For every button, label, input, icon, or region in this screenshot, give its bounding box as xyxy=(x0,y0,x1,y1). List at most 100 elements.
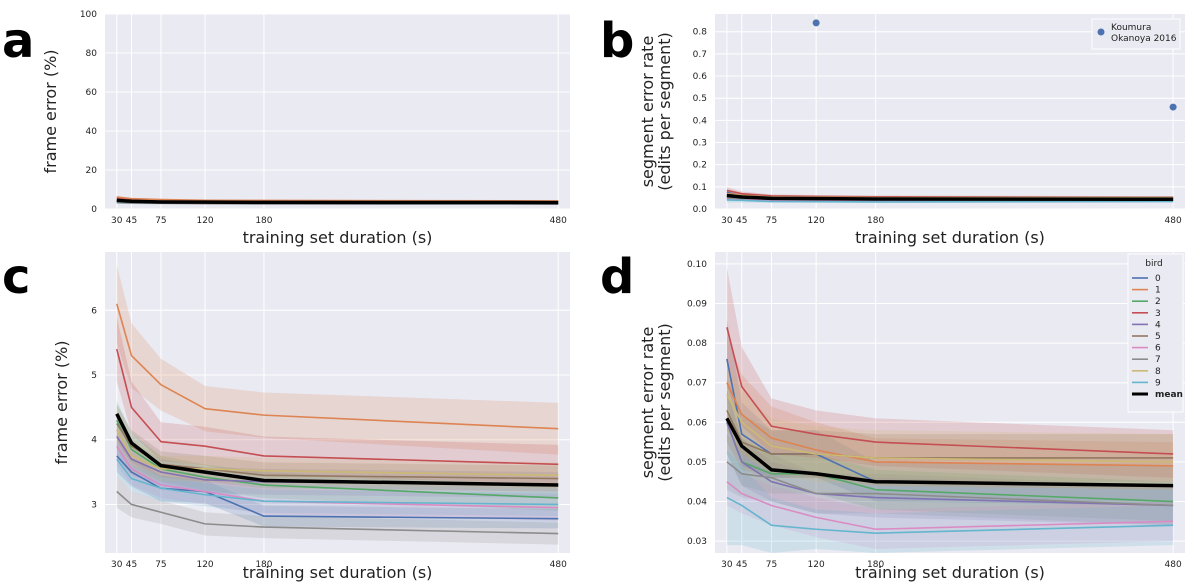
y-tick-label: 0.08 xyxy=(687,339,707,349)
panel-a: 30 45 75 120 180 480 0 20 40 60 80 100 training set … xyxy=(2,10,570,247)
x-axis-label: training set duration (s) xyxy=(855,563,1045,582)
x-tick-label: 180 xyxy=(255,560,272,570)
series-line-1 xyxy=(116,303,559,430)
y-tick-label: 0.03 xyxy=(687,537,707,547)
series-line-3 xyxy=(115,348,559,466)
series-line-5 xyxy=(116,423,559,480)
series-line-mean xyxy=(726,193,1174,201)
legend-marker xyxy=(1097,28,1105,36)
series-group xyxy=(115,264,559,545)
x-tick-label: 180 xyxy=(867,216,884,226)
panel-letter: c xyxy=(2,249,30,305)
legend-label: mean xyxy=(1155,390,1183,400)
y-tick-label: 100 xyxy=(80,10,97,20)
series-line-3 xyxy=(726,327,1174,455)
band-9 xyxy=(726,450,1174,553)
legend-box xyxy=(1091,18,1181,50)
legend: Koumura Okanoya 2016 xyxy=(1091,18,1181,50)
y-tick-label: 0.5 xyxy=(693,94,707,104)
legend-label: 0 xyxy=(1155,274,1161,284)
series-line-9 xyxy=(726,199,1174,203)
legend: bird 0 12 34 5 67 89 mean xyxy=(1127,253,1184,413)
band-2 xyxy=(726,390,1174,522)
band-6 xyxy=(726,457,1174,550)
y-tick-label: 0.04 xyxy=(687,498,707,508)
legend-box xyxy=(1127,253,1184,413)
band-4 xyxy=(726,390,1174,526)
series-line-mean xyxy=(115,413,559,487)
y-tick-label: 0.3 xyxy=(693,139,707,149)
series-group xyxy=(726,187,1174,204)
legend-label: Koumura Okanoya 2016 xyxy=(1111,23,1177,44)
x-axis-label: training set duration (s) xyxy=(243,563,433,582)
y-tick-label: 0.09 xyxy=(687,299,707,309)
x-tick-label: 45 xyxy=(736,560,747,570)
series-line-mean xyxy=(116,198,559,205)
scatter-point xyxy=(1169,103,1177,111)
scatter-point xyxy=(812,19,820,27)
series-line-2 xyxy=(116,419,559,499)
series-line-1 xyxy=(726,382,1174,467)
legend-label: 4 xyxy=(1155,320,1161,330)
y-axis-label: segment error rate(edits per segment) xyxy=(638,32,674,190)
legend-label: 1 xyxy=(1155,286,1161,296)
y-tick-label: 6 xyxy=(91,306,97,316)
y-tick-label: 0.8 xyxy=(693,28,708,38)
plot-area xyxy=(105,14,570,209)
legend-label: 6 xyxy=(1155,344,1161,354)
x-tick-label: 30 xyxy=(111,560,123,570)
y-tick-label: 20 xyxy=(86,166,98,176)
series-group xyxy=(116,195,559,205)
series-line-7 xyxy=(726,461,1174,507)
x-tick-label: 45 xyxy=(126,560,137,570)
x-tick-label: 480 xyxy=(550,216,567,226)
x-tick-label: 120 xyxy=(196,216,213,226)
series-line-1 xyxy=(116,196,559,202)
y-axis-label: segment error rate(edits per segment) xyxy=(638,323,674,481)
y-tick-label: 80 xyxy=(86,49,98,59)
band-3 xyxy=(726,267,1174,478)
x-tick-label: 180 xyxy=(867,560,884,570)
y-tick-label: 0.05 xyxy=(687,458,707,468)
band-0 xyxy=(726,319,1174,506)
series-line-9 xyxy=(726,496,1174,534)
legend-title: bird xyxy=(1145,259,1162,269)
y-tick-label: 0.1 xyxy=(693,183,707,193)
y-axis-label: frame error (%) xyxy=(52,340,71,464)
legend-label: 8 xyxy=(1155,367,1161,377)
y-tick-label: 60 xyxy=(86,88,98,98)
legend-label: 2 xyxy=(1155,297,1161,307)
series-line-0 xyxy=(116,455,559,520)
series-line-8 xyxy=(726,394,1174,463)
y-tick-label: 3 xyxy=(91,500,97,510)
y-tick-label: 4 xyxy=(91,436,97,446)
y-tick-label: 0.07 xyxy=(687,379,707,389)
x-tick-label: 480 xyxy=(550,560,567,570)
y-axis-label: frame error (%) xyxy=(41,49,60,173)
y-tick-label: 0.7 xyxy=(693,50,707,60)
series-line-9 xyxy=(116,458,559,506)
legend-label: 3 xyxy=(1155,309,1161,319)
series-line-4 xyxy=(726,422,1174,507)
x-axis-label: training set duration (s) xyxy=(855,228,1045,247)
series-line-7 xyxy=(116,490,559,535)
y-tick-label: 0.10 xyxy=(687,260,707,270)
x-tick-label: 30 xyxy=(721,216,733,226)
y-tick-label: 0 xyxy=(91,205,97,215)
x-tick-label: 480 xyxy=(1165,560,1182,570)
panel-letter: b xyxy=(600,13,634,69)
legend-label: 7 xyxy=(1155,355,1161,365)
x-tick-label: 75 xyxy=(155,560,166,570)
y-tick-label: 0.6 xyxy=(693,72,708,82)
x-tick-label: 75 xyxy=(766,216,777,226)
panel-letter: a xyxy=(2,13,34,69)
x-tick-label: 30 xyxy=(721,560,733,570)
y-tick-label: 5 xyxy=(91,371,97,381)
y-tick-label: 0.2 xyxy=(693,161,707,171)
series-group xyxy=(725,267,1174,553)
series-line-mean xyxy=(725,417,1174,488)
x-tick-label: 120 xyxy=(196,560,213,570)
band-7 xyxy=(116,475,559,545)
